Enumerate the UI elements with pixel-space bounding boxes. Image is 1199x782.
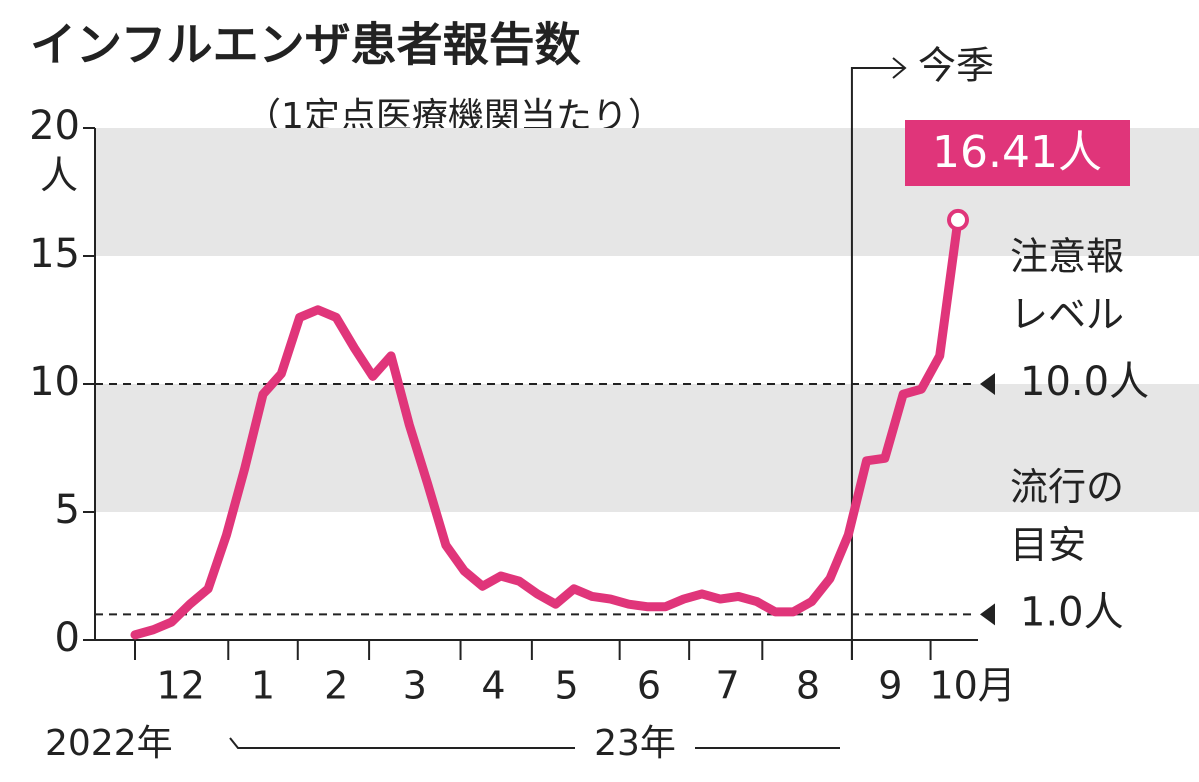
x-tick-label: 4 bbox=[481, 664, 505, 708]
year-label: 23年 bbox=[594, 723, 676, 764]
threshold-note: 注意報 bbox=[1010, 235, 1124, 279]
x-tick-label: 8 bbox=[796, 664, 820, 708]
x-tick-label: 2 bbox=[324, 664, 348, 708]
y-tick-label: 20 bbox=[29, 103, 80, 149]
last-point bbox=[947, 208, 969, 231]
y-tick-label: 10 bbox=[29, 359, 80, 405]
threshold-label: 1.0人 bbox=[1020, 589, 1124, 635]
value-label-box bbox=[905, 120, 1130, 186]
x-tick-label: 3 bbox=[403, 664, 427, 708]
x-tick-label: 12 bbox=[157, 664, 205, 708]
value-label: 16.41人 bbox=[932, 127, 1102, 178]
y-tick-label: 15 bbox=[29, 231, 80, 277]
series-line bbox=[130, 215, 963, 640]
chart-title: インフルエンザ患者報告数 bbox=[30, 18, 581, 72]
season-arrow bbox=[850, 57, 907, 660]
threshold-note: レベル bbox=[1010, 293, 1124, 337]
y-tick-label: 5 bbox=[55, 487, 80, 533]
x-tick-label: 10月 bbox=[929, 664, 1015, 708]
x-tick-label: 7 bbox=[715, 664, 739, 708]
band bbox=[95, 384, 1199, 512]
x-tick-label: 1 bbox=[251, 664, 275, 708]
threshold-note: 目安 bbox=[1010, 523, 1086, 567]
year-label: 2022年 bbox=[45, 723, 173, 764]
y-unit: 人 bbox=[40, 154, 78, 198]
season-label: 今季 bbox=[918, 44, 994, 88]
year-line bbox=[229, 737, 840, 749]
y-tick-label: 0 bbox=[55, 615, 80, 661]
x-tick-label: 9 bbox=[878, 664, 902, 708]
x-tick-label: 5 bbox=[555, 664, 579, 708]
threshold-marker bbox=[980, 373, 995, 395]
x-tick-label: 6 bbox=[637, 664, 661, 708]
threshold-note: 流行の bbox=[1010, 465, 1124, 509]
threshold-marker bbox=[980, 603, 995, 626]
threshold-label: 10.0人 bbox=[1020, 359, 1149, 405]
